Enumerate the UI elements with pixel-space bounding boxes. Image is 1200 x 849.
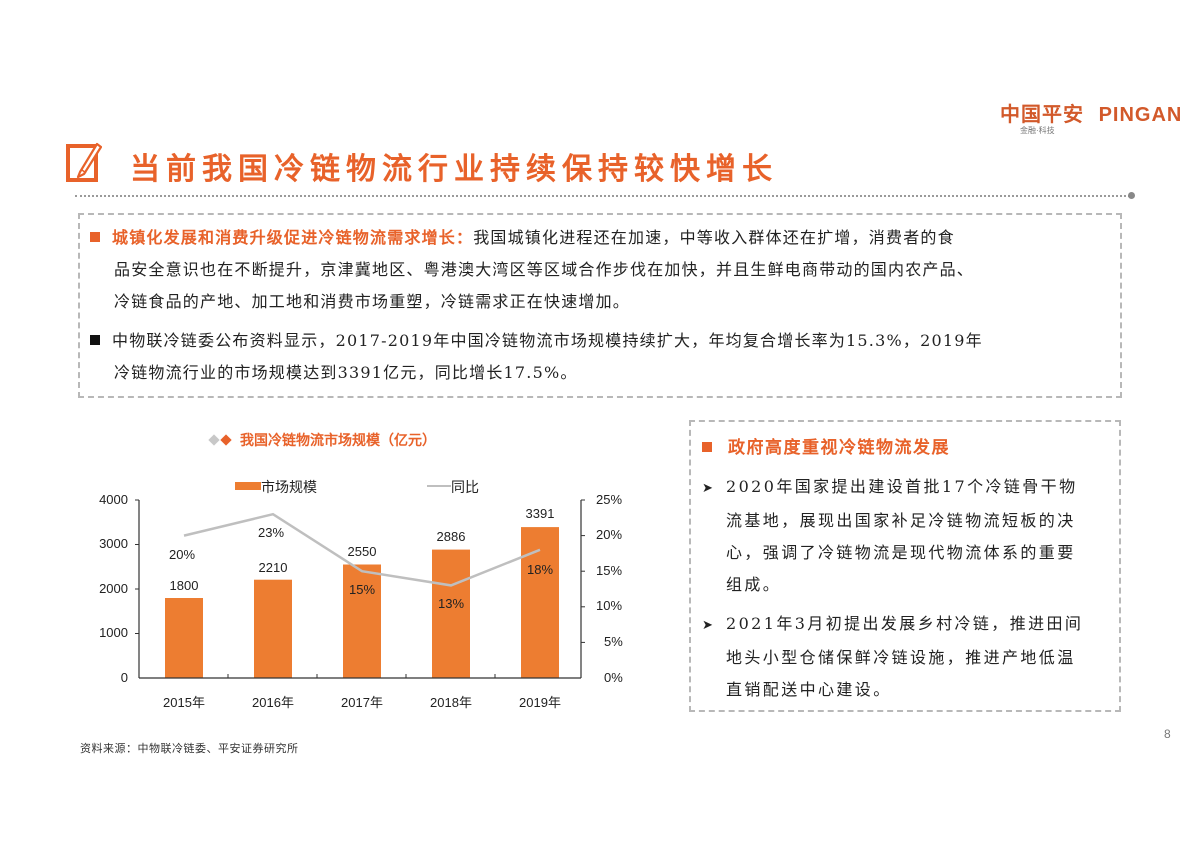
pingan-logo: 中国平安 PINGAN: [1000, 98, 1182, 127]
policy-item: ➤ 2020年国家提出建设首批17个冷链骨干物 流基地，展现出国家补足冷链物流短板…: [702, 471, 1114, 601]
paragraph-text: 中物联冷链委公布资料显示，2017-2019年中国冷链物流市场规模持续扩大，年均…: [112, 331, 983, 350]
logo-en: PINGAN: [1098, 104, 1183, 126]
legend-swatch-bar: [235, 482, 261, 490]
y-tick-left: 3000: [99, 536, 128, 551]
bar-value-label: 3391: [525, 506, 555, 521]
policy-text: 心，强调了冷链物流是现代物流体系的重要: [726, 543, 1076, 562]
logo-tagline: 金融·科技: [1020, 126, 1055, 135]
bar-2016: [254, 579, 292, 678]
y-tick-right: 10%: [596, 598, 623, 613]
bar-2017: [343, 564, 381, 678]
policy-text: 组成。: [726, 575, 782, 594]
yoy-value-label: 13%: [437, 596, 465, 611]
yoy-value-label: 23%: [257, 525, 285, 540]
paragraph-urbanization: 城镇化发展和消费升级促进冷链物流需求增长：我国城镇化进程还在加速，中等收入群体还…: [90, 222, 1115, 318]
policy-box: [689, 420, 1121, 712]
policy-heading: 政府高度重视冷链物流发展: [702, 433, 950, 458]
x-tick: 2018年: [430, 695, 472, 710]
yoy-line: [183, 512, 541, 587]
chart-plot: [135, 499, 585, 679]
bar-2015: [165, 598, 203, 678]
policy-text: 地头小型仓储保鲜冷链设施，推进产地低温: [726, 648, 1076, 667]
source-note: 资料来源：中物联冷链委、平安证券研究所: [80, 742, 299, 755]
bar-value-label: 1800: [169, 578, 199, 593]
bar-value-label: 2210: [258, 560, 288, 575]
square-bullet-icon: [90, 335, 100, 345]
legend-item-line: 同比: [427, 477, 479, 497]
edit-pencil-icon: [66, 142, 102, 182]
square-bullet-icon: [90, 232, 100, 242]
policy-item: ➤ 2021年3月初提出发展乡村冷链，推进田间 地头小型仓储保鲜冷链设施，推进产地…: [702, 608, 1114, 706]
y-tick-left: 4000: [99, 492, 128, 507]
policy-text: 直销配送中心建设。: [726, 680, 892, 699]
page-number: 8: [1164, 727, 1171, 741]
y-tick-left: 2000: [99, 581, 128, 596]
y-tick-right: 0%: [604, 670, 623, 685]
bar-value-label: 2550: [347, 544, 377, 559]
legend-item-bar: 市场规模: [235, 477, 317, 497]
chart-title: 我国冷链物流市场规模（亿元）: [208, 430, 436, 450]
page-title: 当前我国冷链物流行业持续保持较快增长: [130, 152, 778, 187]
y-tick-right: 15%: [596, 563, 623, 578]
bar-2018: [432, 549, 470, 678]
divider-end-dot: [1128, 192, 1135, 199]
y-tick-right: 20%: [596, 527, 623, 542]
paragraph-text: 冷链物流行业的市场规模达到3391亿元，同比增长17.5%。: [114, 363, 578, 382]
legend-swatch-line: [427, 485, 451, 487]
policy-heading-text: 政府高度重视冷链物流发展: [728, 438, 950, 458]
policy-text: 流基地，展现出国家补足冷链物流短板的决: [726, 511, 1076, 530]
legend-label: 同比: [451, 479, 479, 495]
yoy-value-label: 15%: [348, 582, 376, 597]
arrow-bullet-icon: ➤: [702, 481, 716, 496]
yoy-value-label: 18%: [526, 562, 554, 577]
legend-label: 市场规模: [261, 479, 317, 495]
policy-text: 2020年国家提出建设首批17个冷链骨干物: [726, 477, 1078, 496]
paragraph-text: 我国城镇化进程还在加速，中等收入群体还在扩增，消费者的食: [473, 228, 955, 247]
summary-box: [78, 213, 1122, 398]
x-tick: 2017年: [341, 695, 383, 710]
y-tick-right: 5%: [604, 634, 623, 649]
y-tick-right: 25%: [596, 492, 623, 507]
chart-title-text: 我国冷链物流市场规模（亿元）: [240, 433, 436, 449]
y-tick-left: 1000: [99, 625, 128, 640]
x-tick: 2016年: [252, 695, 294, 710]
bar-value-label: 2886: [436, 529, 466, 544]
yoy-value-label: 20%: [168, 547, 196, 562]
x-tick: 2019年: [519, 695, 561, 710]
x-tick: 2015年: [163, 695, 205, 710]
paragraph-market-size: 中物联冷链委公布资料显示，2017-2019年中国冷链物流市场规模持续扩大，年均…: [90, 325, 1115, 389]
y-tick-left: 0: [120, 670, 128, 685]
policy-text: 2021年3月初提出发展乡村冷链，推进田间: [726, 614, 1084, 633]
square-bullet-icon: [702, 442, 712, 452]
paragraph-highlight: 城镇化发展和消费升级促进冷链物流需求增长：: [112, 228, 474, 247]
logo-cn: 中国平安: [1000, 104, 1084, 126]
title-divider: [75, 195, 1130, 197]
arrow-bullet-icon: ➤: [702, 618, 716, 633]
bar-2019: [521, 527, 559, 678]
paragraph-text: 品安全意识也在不断提升，京津冀地区、粤港澳大湾区等区域合作步伐在加快，并且生鲜电…: [114, 260, 975, 279]
paragraph-text: 冷链食品的产地、加工地和消费市场重塑，冷链需求正在快速增加。: [114, 292, 631, 311]
